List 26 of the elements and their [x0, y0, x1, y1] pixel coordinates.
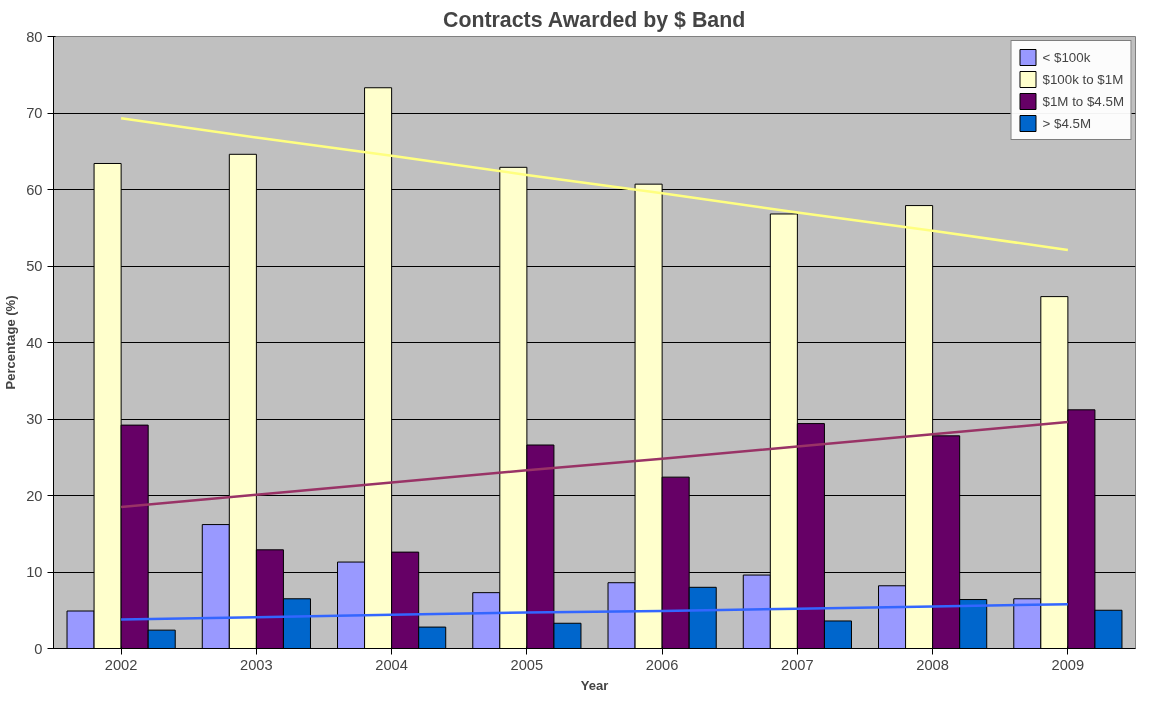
legend-label: $1M to $4.5M: [1042, 93, 1124, 109]
x-tick-label: 2008: [916, 656, 949, 673]
x-tick-label: 2009: [1051, 656, 1085, 673]
x-tick-label: 2003: [240, 656, 273, 673]
y-tick-label: 80: [26, 28, 43, 45]
y-tick-label: 50: [26, 258, 43, 274]
x-tick-label: 2007: [781, 656, 814, 673]
y-axis-title: Percentage (%): [3, 295, 19, 390]
y-tick-label: 0: [34, 640, 43, 657]
x-tick-label: 2006: [645, 656, 679, 673]
y-tick-label: 70: [26, 105, 43, 121]
y-tick-label: 10: [26, 564, 43, 580]
y-tick-label: 30: [26, 411, 43, 427]
legend-label: > $4.5M: [1042, 115, 1092, 131]
y-tick-label: 40: [26, 334, 43, 351]
line-series: [119, 602, 1070, 621]
y-tick-label: 60: [26, 181, 43, 198]
x-axis-title: Year: [580, 677, 609, 693]
legend-label: < $100k: [1042, 49, 1091, 65]
chart-title: Contracts Awarded by $ Band: [443, 7, 746, 32]
x-tick-label: 2002: [104, 656, 138, 673]
x-tick-label: 2004: [375, 656, 408, 673]
x-tick-label: 2005: [510, 656, 544, 673]
y-tick-label: 20: [26, 487, 43, 504]
legend-label: $100k to $1M: [1042, 71, 1124, 87]
line-series: [119, 420, 1070, 509]
